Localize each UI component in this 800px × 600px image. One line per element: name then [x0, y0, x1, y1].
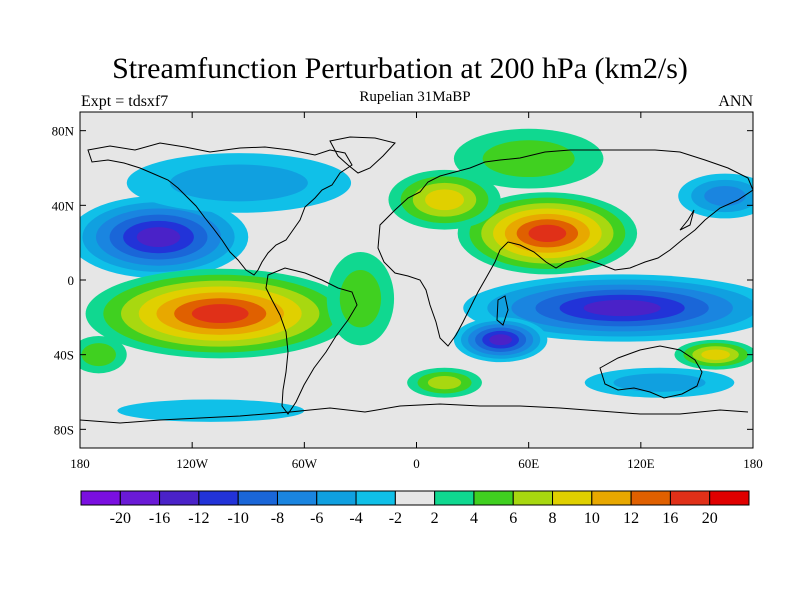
- season-label: ANN: [718, 93, 753, 110]
- contour-indian-ocean-low: [463, 274, 753, 342]
- colorbar-label: -20: [110, 510, 131, 527]
- lat-tick-label: 0: [68, 273, 75, 288]
- contour-level: [191, 304, 249, 324]
- colorbar-box: [512, 490, 554, 506]
- contour-europe-high: [388, 169, 501, 230]
- colorbar-label: -8: [271, 510, 284, 527]
- lon-tick-label: 120W: [176, 456, 209, 470]
- lat-tick-label: 40N: [52, 198, 75, 213]
- lat-tick-label: 80S: [54, 422, 74, 437]
- coastline-japan: [679, 209, 695, 231]
- plot-subtitle: Rupelian 31MaBP: [359, 89, 471, 105]
- contour-east-pacific-high-tail: [80, 336, 127, 374]
- contour-level: [427, 376, 462, 390]
- colorbar-label: -16: [149, 510, 170, 527]
- contour-asia-high: [457, 192, 638, 275]
- colorbar-box: [119, 490, 161, 506]
- colorbar-boxes: [80, 490, 750, 506]
- contour-level: [613, 373, 706, 392]
- contour-level: [339, 269, 382, 328]
- lon-tick-label: 180: [743, 456, 763, 470]
- colorbar-box: [709, 490, 750, 506]
- contour-south-pacific-high: [85, 268, 355, 359]
- colorbar-label: 16: [662, 510, 678, 527]
- contour-level: [117, 399, 305, 422]
- coastlines: [80, 136, 753, 424]
- colorbar-box: [276, 490, 318, 506]
- contour-north-pacific-low: [80, 196, 249, 279]
- colorbar-label: 8: [549, 510, 557, 527]
- colorbar-label: -10: [228, 510, 249, 527]
- contour-level: [425, 189, 465, 211]
- contour-south-atlantic-high: [407, 367, 482, 398]
- map-axes: 180 120W 60W 0 60E 120E 180 80N 40N 0 40S 80S: [52, 112, 763, 470]
- contour-level: [528, 224, 567, 242]
- coastline-greenland: [329, 136, 396, 174]
- contour-north-atlantic-low: [126, 153, 352, 213]
- contour-level: [81, 343, 116, 367]
- colorbar-box: [630, 490, 671, 506]
- contour-field: [80, 128, 753, 422]
- colorbar-box: [552, 490, 593, 506]
- experiment-label: Expt = tdsxf7: [81, 93, 169, 110]
- lat-tick-label: 40S: [54, 348, 74, 363]
- lon-tick-label: 60W: [292, 456, 318, 470]
- colorbar-box: [237, 490, 278, 506]
- colorbar-box: [394, 490, 436, 506]
- lat-tick-label: 80N: [52, 124, 75, 139]
- lon-tick-label: 60E: [518, 456, 539, 470]
- coastline-south-america: [265, 267, 358, 415]
- colorbar-label: 20: [702, 510, 718, 527]
- contour-australia-high: [674, 339, 753, 370]
- lon-tick-label: 120E: [627, 456, 655, 470]
- contour-level: [701, 349, 730, 360]
- colorbar-label: 2: [431, 510, 439, 527]
- colorbar-box: [591, 490, 632, 506]
- colorbar-label: 6: [509, 510, 517, 527]
- colorbar-box: [669, 490, 711, 506]
- colorbar-box: [80, 490, 121, 506]
- contour-antarctic-pacific-low: [117, 399, 305, 422]
- coastline-antarctica: [80, 403, 749, 424]
- colorbar-box: [473, 490, 514, 506]
- contour-atlantic-south-high: [326, 251, 395, 346]
- coastline-africa-eurasia: [377, 149, 753, 347]
- colorbar-box: [316, 490, 357, 506]
- colorbar-label: -4: [349, 510, 362, 527]
- lon-tick-label: 180: [70, 456, 90, 470]
- colorbar-labels: -20 -16 -12 -10 -8 -6 -4 -2 2 4 6 8 10 12 16 20: [110, 510, 718, 527]
- colorbar-box: [355, 490, 396, 506]
- contour-level: [583, 299, 661, 317]
- colorbar-label: -6: [310, 510, 323, 527]
- contour-level: [136, 227, 181, 248]
- contour-south-africa-low: [453, 317, 548, 363]
- contour-arctic-asia-high: [453, 128, 604, 189]
- colorbar-label: 10: [584, 510, 600, 527]
- colorbar-label: 12: [623, 510, 639, 527]
- contour-level: [704, 186, 746, 206]
- lon-tick-label: 0: [413, 456, 420, 470]
- colorbar-box: [434, 490, 475, 506]
- colorbar-box: [159, 490, 200, 506]
- contour-level: [169, 164, 308, 202]
- colorbar-label: 4: [470, 510, 478, 527]
- contour-pacific-west-low: [678, 173, 753, 219]
- contour-level: [482, 140, 575, 178]
- contour-southern-ocean-low: [584, 367, 735, 398]
- colorbar-label: -12: [188, 510, 209, 527]
- plot-title: Streamfunction Perturbation at 200 hPa (…: [112, 52, 688, 85]
- colorbar-box: [198, 490, 239, 506]
- coastline-north-america: [87, 142, 353, 276]
- colorbar-label: -2: [389, 510, 402, 527]
- contour-level: [489, 334, 512, 346]
- coastline-madagascar: [496, 295, 509, 326]
- map-panel: 180 120W 60W 0 60E 120E 180 80N 40N 0 40S 80S: [52, 111, 763, 470]
- coastline-australia: [599, 345, 703, 399]
